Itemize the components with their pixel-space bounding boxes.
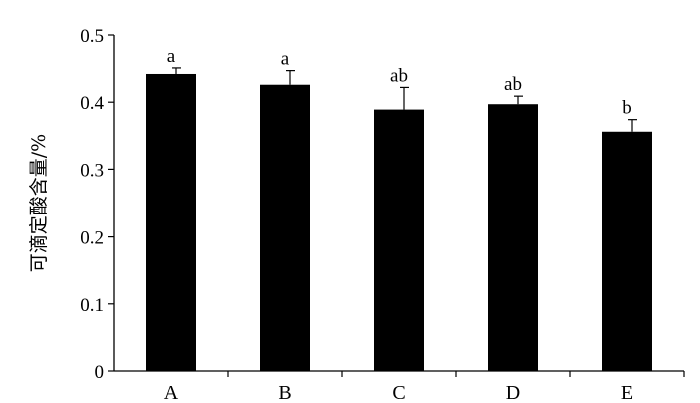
category-label-E: E	[621, 382, 633, 403]
y-ticks: 0 0.1 0.2 0.3 0.4 0.5	[80, 26, 114, 383]
y-tick-label: 0.5	[80, 26, 104, 47]
category-label-C: C	[392, 382, 405, 403]
y-tick-label: 0.4	[80, 93, 104, 114]
significance-label-B: a	[281, 49, 290, 70]
significance-labels: a a ab ab b	[167, 46, 632, 119]
significance-label-C: ab	[390, 65, 408, 86]
y-tick-label: 0.2	[80, 228, 104, 249]
bar-B	[260, 84, 310, 371]
x-ticks	[227, 371, 685, 377]
bars	[146, 73, 652, 371]
bar-C	[374, 109, 424, 371]
bar-E	[602, 131, 652, 371]
x-axis	[114, 370, 685, 377]
category-label-D: D	[506, 382, 520, 403]
y-axis-title: 可滴定酸含量/%	[28, 134, 50, 272]
y-tick-label: 0.1	[80, 295, 104, 316]
y-tick-label: 0	[95, 362, 105, 383]
error-bars	[172, 67, 637, 132]
category-label-A: A	[164, 382, 179, 403]
category-label-B: B	[278, 382, 291, 403]
significance-label-A: a	[167, 46, 176, 67]
y-axis: 0 0.1 0.2 0.3 0.4 0.5	[80, 26, 115, 383]
bar-A	[146, 73, 196, 371]
bar-D	[488, 104, 538, 371]
significance-label-D: ab	[504, 74, 522, 95]
significance-label-E: b	[622, 98, 632, 119]
y-tick-label: 0.3	[80, 160, 104, 181]
category-labels: A B C D E	[164, 382, 633, 403]
